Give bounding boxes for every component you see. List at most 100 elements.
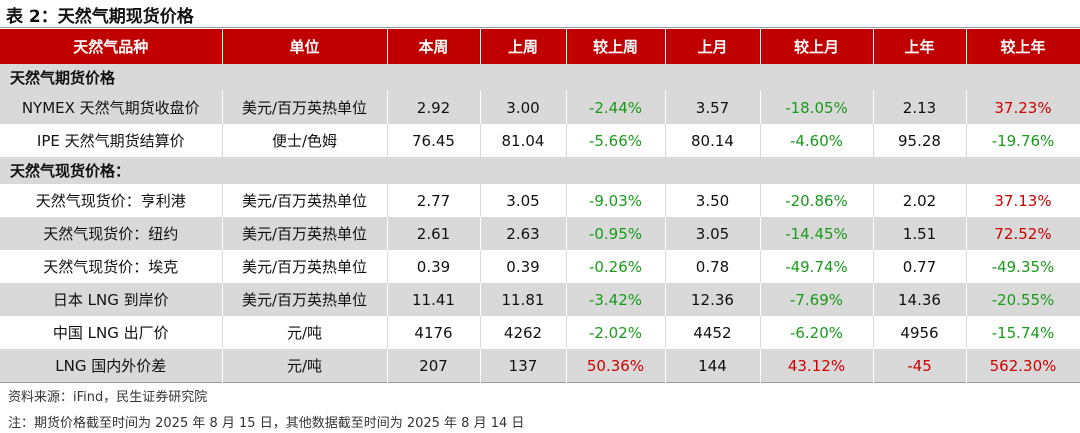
note: 注：期货价格截至时间为 2025 年 8 月 15 日，其他数据截至时间为 20… (8, 416, 525, 431)
cell: 便士/色姆 (222, 124, 388, 157)
cell: 美元/百万英热单位 (222, 217, 388, 250)
column-header: 上年 (873, 29, 967, 64)
data-row: 日本 LNG 到岸价 美元/百万英热单位 11.41 11.81 -3.42% 12.36… (0, 283, 1080, 316)
cell: 562.30% (966, 349, 1080, 383)
section-row: 天然气期货价格 (0, 64, 1080, 91)
cell: 81.04 (480, 124, 567, 157)
cell: 207 (387, 349, 481, 383)
cell: 11.81 (480, 283, 567, 316)
data-row: 天然气现货价：纽约 美元/百万英热单位 2.61 2.63 -0.95% 3.05 -14.… (0, 217, 1080, 250)
title: 表 2：天然气期现货价格 (6, 7, 194, 27)
data-row: 天然气现货价：埃克 美元/百万英热单位 0.39 0.39 -0.26% 0.78 -49.… (0, 250, 1080, 283)
cell: -4.60% (760, 124, 874, 157)
cell: -0.26% (566, 250, 666, 283)
data-row: 中国 LNG 出厂价 元/吨 4176 4262 -2.02% 4452 -6.20% 495… (0, 316, 1080, 349)
cell: 2.77 (387, 184, 481, 217)
column-header: 上周 (480, 29, 567, 64)
cell: -14.45% (760, 217, 874, 250)
column-header: 天然气品种 (0, 29, 223, 64)
cell: 2.61 (387, 217, 481, 250)
cell: -0.95% (566, 217, 666, 250)
cell: 0.77 (873, 250, 967, 283)
cell: -20.55% (966, 283, 1080, 316)
cell: 天然气现货价：亨利港 (0, 184, 223, 217)
cell: IPE 天然气期货结算价 (0, 124, 223, 157)
data-row: LNG 国内外价差 元/吨 207 137 50.36% 144 43.12% -45 562.… (0, 349, 1080, 383)
cell: 1.51 (873, 217, 967, 250)
cell: 美元/百万英热单位 (222, 250, 388, 283)
cell: 144 (665, 349, 761, 383)
cell: 37.13% (966, 184, 1080, 217)
cell: 0.39 (387, 250, 481, 283)
source: 资料来源：iFind，民生证券研究院 (8, 390, 208, 405)
cell: -18.05% (760, 91, 874, 124)
column-header: 单位 (222, 29, 388, 64)
cell: -49.35% (966, 250, 1080, 283)
cell: -15.74% (966, 316, 1080, 349)
cell: -5.66% (566, 124, 666, 157)
cell: 2.92 (387, 91, 481, 124)
header-row: 天然气品种 单位 本周 上周 较上周 上月 较上月 上年 较上年 (0, 29, 1080, 64)
title-rule (0, 27, 1080, 28)
cell: -19.76% (966, 124, 1080, 157)
cell: 天然气现货价：埃克 (0, 250, 223, 283)
price-table: 天然气品种 单位 本周 上周 较上周 上月 较上月 上年 较上年 天然气期货价格 NYMEX 天然… (0, 29, 1080, 383)
cell: -2.44% (566, 91, 666, 124)
cell: 元/吨 (222, 316, 388, 349)
cell: 37.23% (966, 91, 1080, 124)
cell: 72.52% (966, 217, 1080, 250)
cell: 3.57 (665, 91, 761, 124)
cell: -2.02% (566, 316, 666, 349)
cell: 80.14 (665, 124, 761, 157)
column-header: 上月 (665, 29, 761, 64)
cell: 3.05 (480, 184, 567, 217)
cell: 4956 (873, 316, 967, 349)
cell: 美元/百万英热单位 (222, 184, 388, 217)
column-header: 较上年 (966, 29, 1080, 64)
cell: 2.13 (873, 91, 967, 124)
cell: 3.50 (665, 184, 761, 217)
cell: 4176 (387, 316, 481, 349)
cell: 2.02 (873, 184, 967, 217)
cell: 3.00 (480, 91, 567, 124)
column-header: 本周 (387, 29, 481, 64)
column-header: 较上月 (760, 29, 874, 64)
column-header: 较上周 (566, 29, 666, 64)
cell: 0.39 (480, 250, 567, 283)
cell: 3.05 (665, 217, 761, 250)
cell: NYMEX 天然气期货收盘价 (0, 91, 223, 124)
cell: 43.12% (760, 349, 874, 383)
cell: 美元/百万英热单位 (222, 91, 388, 124)
section-title: 天然气现货价格： (0, 157, 1080, 184)
cell: -45 (873, 349, 967, 383)
cell: 天然气现货价：纽约 (0, 217, 223, 250)
cell: LNG 国内外价差 (0, 349, 223, 383)
cell: 4452 (665, 316, 761, 349)
data-row: 天然气现货价：亨利港 美元/百万英热单位 2.77 3.05 -9.03% 3.50 -20… (0, 184, 1080, 217)
cell: 2.63 (480, 217, 567, 250)
cell: 12.36 (665, 283, 761, 316)
data-row: NYMEX 天然气期货收盘价 美元/百万英热单位 2.92 3.00 -2.44% 3.5… (0, 91, 1080, 124)
cell: -6.20% (760, 316, 874, 349)
cell: 中国 LNG 出厂价 (0, 316, 223, 349)
cell: 元/吨 (222, 349, 388, 383)
cell: 14.36 (873, 283, 967, 316)
section-title: 天然气期货价格 (0, 64, 1080, 91)
cell: -7.69% (760, 283, 874, 316)
cell: 美元/百万英热单位 (222, 283, 388, 316)
cell: 4262 (480, 316, 567, 349)
cell: 50.36% (566, 349, 666, 383)
cell: 11.41 (387, 283, 481, 316)
data-row: IPE 天然气期货结算价 便士/色姆 76.45 81.04 -5.66% 80.14 -4… (0, 124, 1080, 157)
cell: 76.45 (387, 124, 481, 157)
section-row: 天然气现货价格： (0, 157, 1080, 184)
cell: -9.03% (566, 184, 666, 217)
cell: -3.42% (566, 283, 666, 316)
cell: 95.28 (873, 124, 967, 157)
cell: 137 (480, 349, 567, 383)
cell: -49.74% (760, 250, 874, 283)
cell: -20.86% (760, 184, 874, 217)
cell: 0.78 (665, 250, 761, 283)
table-body: 天然气期货价格 NYMEX 天然气期货收盘价 美元/百万英热单位 2.92 3.00 -2… (0, 64, 1080, 383)
